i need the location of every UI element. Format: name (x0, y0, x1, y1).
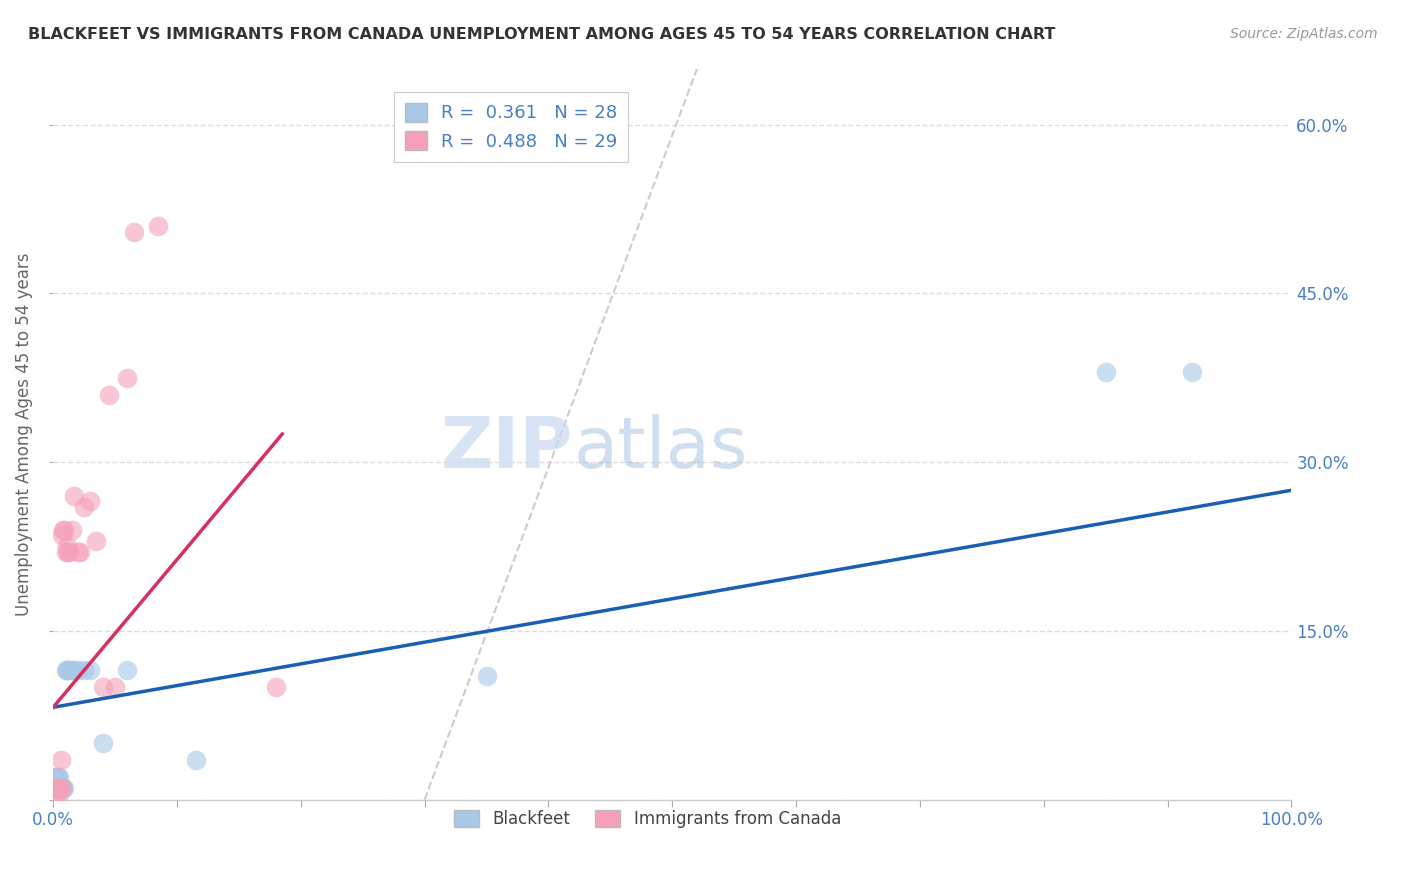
Point (475, 669, 498, 683)
Point (45, 787, 67, 801)
Point (52, 523, 75, 537)
Point (184, 753, 207, 767)
Text: BLACKFEET VS IMMIGRANTS FROM CANADA UNEMPLOYMENT AMONG AGES 45 TO 54 YEARS CORRE: BLACKFEET VS IMMIGRANTS FROM CANADA UNEM… (28, 27, 1056, 42)
Point (46, 781, 69, 796)
Point (48, 770, 70, 784)
Y-axis label: Unemployment Among Ages 45 to 54 years: Unemployment Among Ages 45 to 54 years (15, 252, 32, 615)
Point (44, 781, 66, 796)
Text: ZIP: ZIP (441, 414, 574, 483)
Point (117, 371, 139, 385)
Point (55, 540, 77, 554)
Point (1181, 365, 1204, 379)
Point (48, 787, 70, 801)
Point (97, 387, 120, 401)
Point (46, 781, 69, 796)
Point (91, 736, 114, 750)
Point (264, 680, 287, 694)
Point (66, 663, 89, 677)
Point (73, 500, 96, 515)
Legend: Blackfeet, Immigrants from Canada: Blackfeet, Immigrants from Canada (447, 804, 848, 835)
Point (91, 680, 114, 694)
Point (148, 219, 170, 233)
Point (45, 770, 67, 784)
Point (66, 545, 89, 559)
Point (49, 753, 72, 767)
Text: Source: ZipAtlas.com: Source: ZipAtlas.com (1230, 27, 1378, 41)
Point (69, 545, 91, 559)
Point (86, 533, 108, 548)
Point (45, 770, 67, 784)
Point (52, 781, 75, 796)
Point (104, 680, 127, 694)
Point (60, 663, 83, 677)
Point (45, 781, 67, 796)
Point (48, 781, 70, 796)
Point (60, 523, 83, 537)
Point (55, 663, 77, 677)
Point (56, 663, 79, 677)
Point (46, 770, 69, 784)
Point (44, 781, 66, 796)
Point (55, 545, 77, 559)
Point (53, 523, 76, 537)
Point (55, 663, 77, 677)
Point (53, 781, 76, 796)
Point (58, 545, 80, 559)
Point (1094, 365, 1116, 379)
Point (45, 781, 67, 796)
Point (51, 528, 73, 542)
Point (122, 225, 145, 239)
Point (51, 781, 73, 796)
Point (117, 663, 139, 677)
Point (79, 663, 101, 677)
Point (45, 781, 67, 796)
Text: atlas: atlas (574, 414, 748, 483)
Point (49, 781, 72, 796)
Point (79, 494, 101, 508)
Point (56, 545, 79, 559)
Point (63, 489, 86, 503)
Point (58, 663, 80, 677)
Point (48, 781, 70, 796)
Point (51, 781, 73, 796)
Point (63, 663, 86, 677)
Point (73, 663, 96, 677)
